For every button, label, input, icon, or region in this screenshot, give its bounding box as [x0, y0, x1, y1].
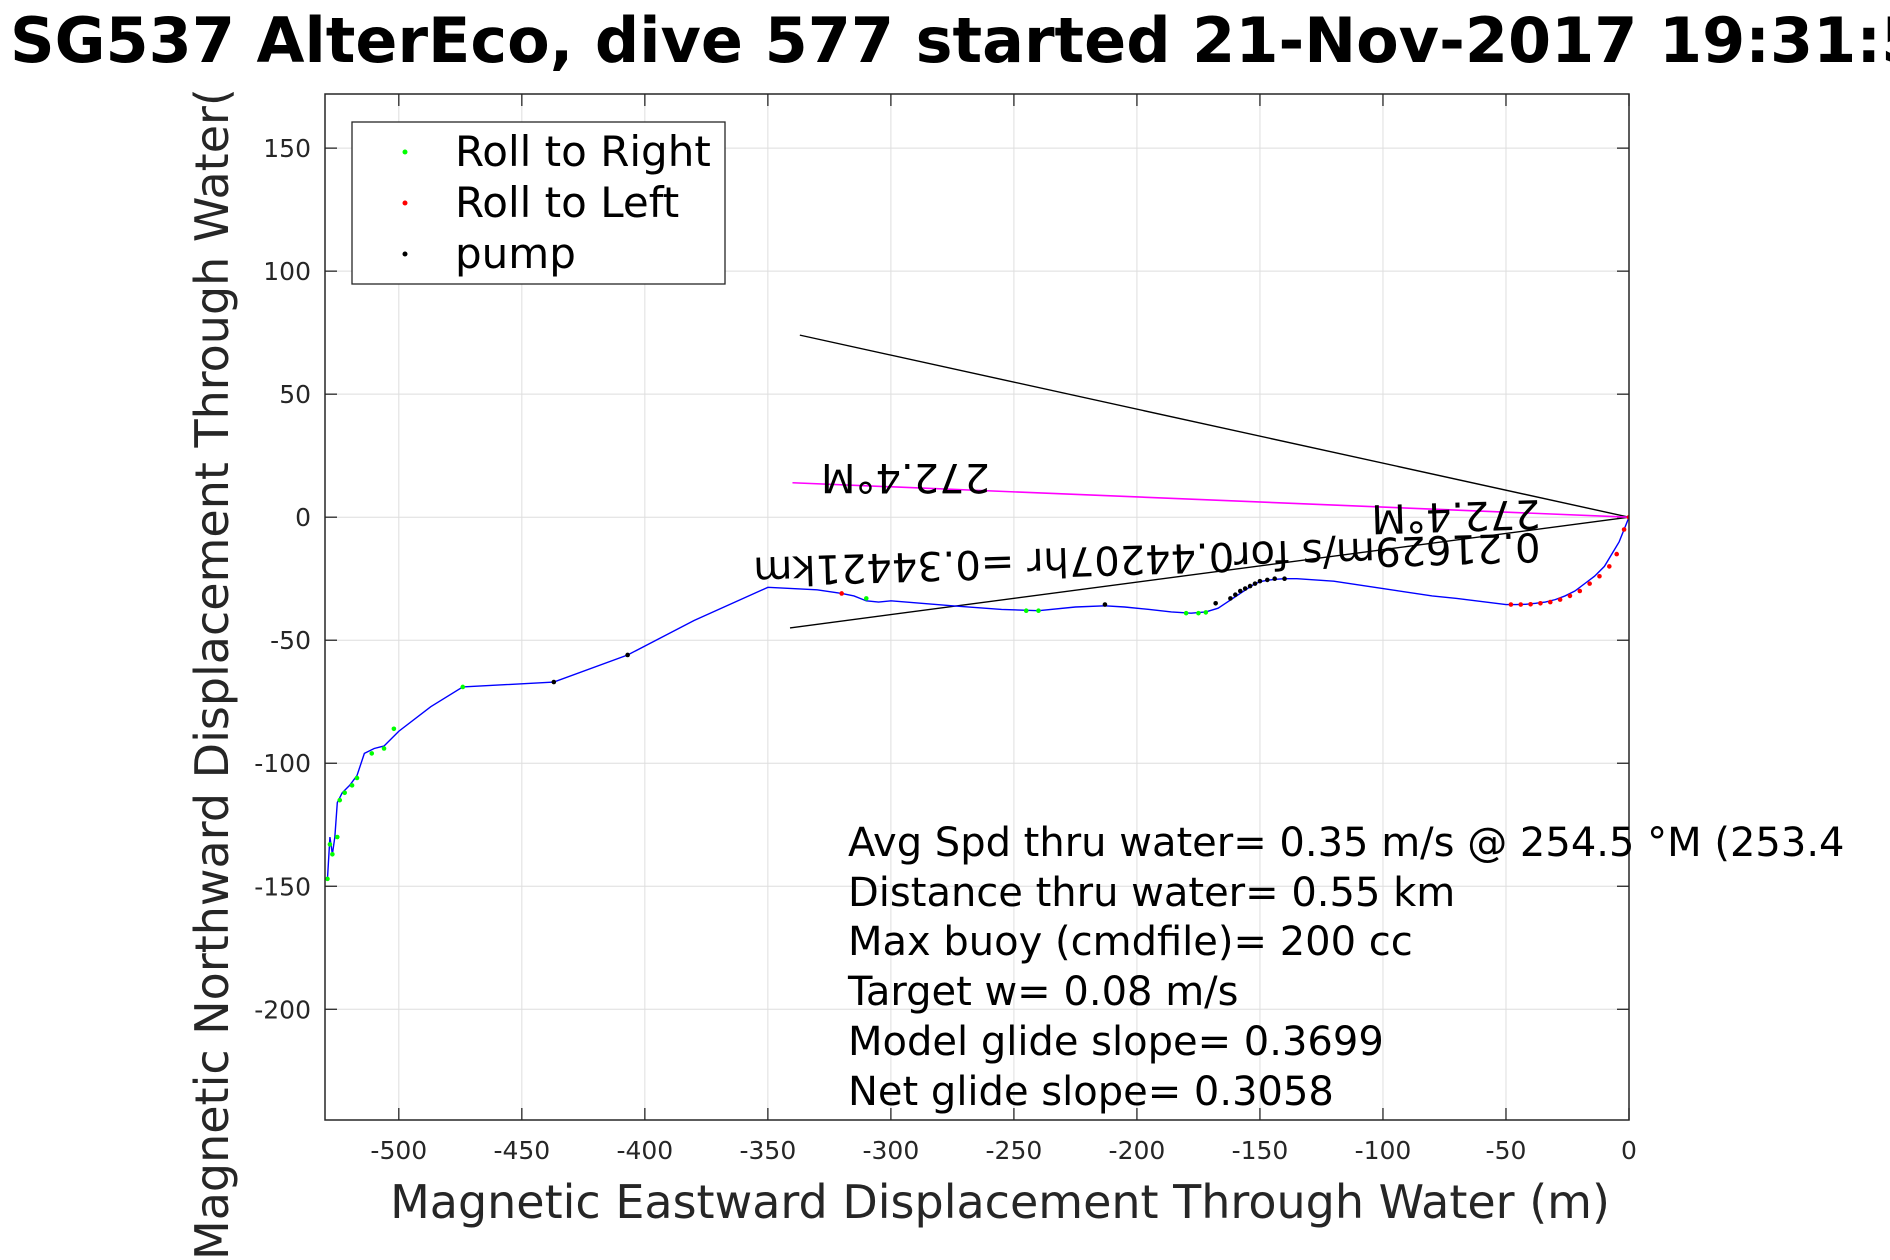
legend-marker-roll-left [402, 200, 408, 206]
pump-marker [1257, 578, 1263, 584]
roll-right-marker [1183, 610, 1189, 616]
cone-lines [789, 334, 1629, 629]
axis-ticks [325, 94, 1630, 1120]
roll-left-marker [1518, 602, 1524, 607]
legend-label-roll-left: Roll to Left [455, 178, 679, 227]
stat-net-glide: Net glide slope= 0.3058 [848, 1069, 1334, 1115]
roll-left-marker [839, 591, 844, 596]
y-axis-title: Magnetic Northward Displacement Through … [185, 88, 239, 1260]
roll-left-marker [1621, 527, 1627, 532]
pump-marker [1247, 583, 1253, 589]
stat-target-w: Target w= 0.08 m/s [847, 969, 1238, 1015]
legend-label-pump: pump [455, 229, 576, 278]
x-tick-label: -300 [863, 1136, 920, 1165]
x-tick-label: -450 [493, 1136, 550, 1165]
cone-line [789, 516, 1629, 629]
roll-right-marker [1203, 610, 1209, 615]
y-tick-label: 50 [279, 380, 311, 409]
pump-marker [1265, 577, 1270, 583]
pump-marker [1282, 576, 1287, 582]
x-tick-label: -250 [986, 1136, 1043, 1165]
markers [325, 514, 1629, 882]
heading-line [792, 481, 1629, 518]
x-axis-title: Magnetic Eastward Displacement Through W… [390, 1175, 1610, 1229]
stat-avg-speed: Avg Spd thru water= 0.35 m/s @ 254.5 °M … [848, 820, 1844, 866]
legend-marker-roll-right [402, 149, 408, 155]
roll-left-marker [1538, 601, 1543, 606]
pump-marker [551, 679, 557, 685]
legend-label-roll-right: Roll to Right [455, 127, 711, 176]
roll-right-marker [354, 775, 360, 781]
x-tick-label: -100 [1355, 1136, 1412, 1165]
heading-line [792, 481, 1629, 518]
plot-frame [324, 93, 1630, 1121]
stat-model-glide: Model glide slope= 0.3699 [848, 1019, 1384, 1065]
roll-left-marker [1587, 581, 1592, 586]
roll-left-marker [1607, 564, 1612, 569]
tick-labels: -500 -450 -400 -350 -300 -250 -200 -150 -100 -50 0… [254, 134, 1637, 1165]
pump-marker [1242, 586, 1248, 591]
x-tick-label: -200 [1109, 1136, 1166, 1165]
roll-left-marker [1547, 599, 1553, 605]
roll-right-marker [1036, 608, 1041, 613]
stat-max-buoy: Max buoy (cmdfile)= 200 cc [848, 919, 1413, 965]
stat-distance: Distance thru water= 0.55 km [848, 870, 1455, 916]
pump-marker [1213, 601, 1218, 606]
x-tick-label: 0 [1621, 1136, 1637, 1165]
x-tick-label: -500 [370, 1136, 427, 1165]
roll-left-marker [1614, 551, 1619, 557]
pump-marker [1233, 592, 1238, 597]
roll-left-marker [1577, 588, 1583, 594]
roll-right-marker [342, 790, 347, 796]
roll-right-marker [1023, 608, 1029, 613]
x-tick-label: -350 [739, 1136, 796, 1165]
stats-block: Avg Spd thru water= 0.35 m/s @ 254.5 °M … [847, 820, 1844, 1115]
roll-right-marker [327, 842, 333, 847]
cone-line [799, 334, 1629, 518]
roll-right-marker [335, 834, 340, 840]
roll-left-marker [1508, 602, 1514, 607]
annotation-heading-2: 272.4°M [1371, 490, 1541, 541]
legend-marker-pump [402, 251, 408, 257]
roll-right-marker [381, 746, 387, 751]
x-tick-label: -150 [1232, 1136, 1289, 1165]
y-tick-label: -150 [254, 872, 311, 901]
pump-marker [1228, 596, 1233, 601]
roll-right-marker [349, 783, 355, 788]
y-tick-label: -200 [254, 995, 311, 1024]
legend-box [351, 121, 726, 285]
y-tick-label: 100 [263, 257, 311, 286]
pump-marker [1237, 588, 1243, 594]
annotation-heading-1: 272.4°M [821, 454, 990, 500]
y-tick-label: -50 [270, 626, 311, 655]
roll-right-marker [863, 596, 869, 601]
y-tick-label: 150 [263, 134, 311, 163]
roll-right-marker [391, 726, 397, 732]
roll-right-marker [337, 797, 343, 803]
pump-marker [625, 652, 630, 658]
roll-left-marker [1528, 601, 1533, 607]
y-tick-label: -100 [254, 749, 311, 778]
x-tick-label: -50 [1486, 1136, 1527, 1165]
roll-left-marker [1597, 573, 1602, 579]
chart-title: SG537 AlterEco, dive 577 started 21-Nov-… [10, 4, 1890, 77]
legend: Roll to Right Roll to Left pump [351, 121, 726, 285]
y-tick-label: 0 [295, 503, 311, 532]
roll-right-marker [369, 751, 375, 756]
roll-left-marker [1567, 593, 1573, 599]
x-tick-label: -400 [616, 1136, 673, 1165]
roll-right-marker [1196, 610, 1201, 616]
roll-left-marker [1557, 597, 1563, 602]
roll-right-marker [330, 851, 335, 857]
pump-marker [1102, 602, 1108, 607]
roll-right-marker [325, 876, 330, 882]
roll-right-marker [460, 684, 466, 690]
pump-marker [1252, 581, 1258, 586]
pump-marker [1272, 576, 1278, 582]
